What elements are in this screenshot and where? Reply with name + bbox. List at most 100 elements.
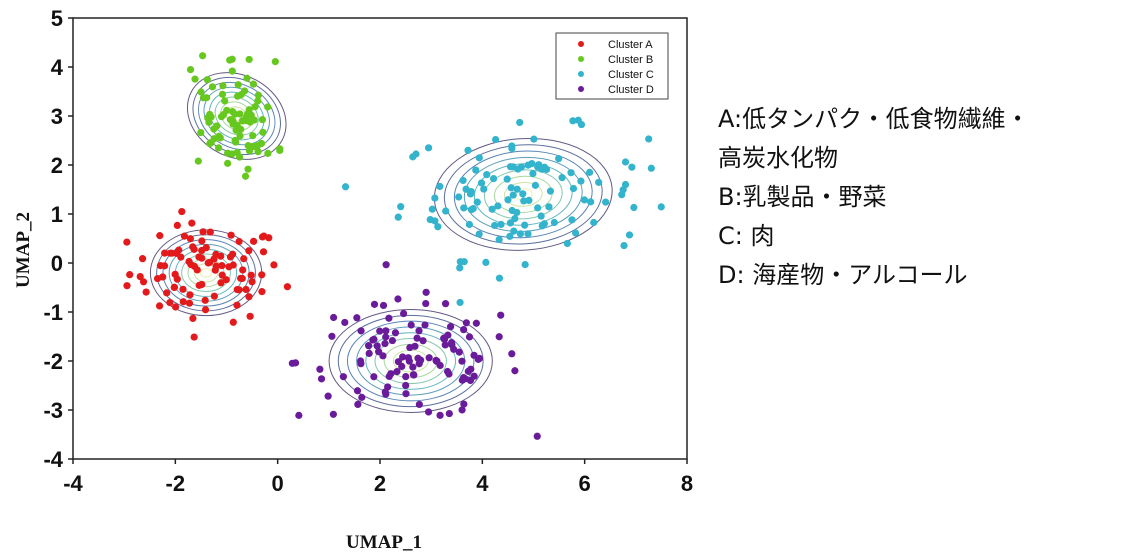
scatter-point — [477, 179, 486, 187]
umap-scatter-chart: -4 -2 0 2 4 6 8 -4 -3 -2 -1 0 1 2 3 4 5 UMAP_1 UMAP_2 C… — [13, 6, 693, 553]
contour-ring — [186, 72, 287, 160]
scatter-point — [465, 220, 474, 229]
scatter-point — [425, 354, 433, 362]
scatter-point — [254, 148, 262, 156]
scatter-point — [238, 117, 247, 125]
scatter-point — [316, 365, 324, 373]
scatter-point — [456, 264, 464, 272]
scatter-point — [239, 266, 247, 274]
scatter-point — [329, 313, 338, 322]
x-tick-label: 6 — [579, 471, 591, 496]
scatter-point — [188, 219, 196, 227]
scatter-point — [402, 372, 410, 381]
scatter-point — [445, 409, 453, 418]
scatter-point — [235, 237, 243, 246]
scatter-point — [199, 94, 208, 102]
scatter-point — [645, 135, 653, 143]
scatter-point — [170, 283, 179, 291]
scatter-point — [186, 65, 195, 74]
scatter-point — [198, 280, 206, 289]
scatter-point — [199, 228, 207, 236]
contour-ring — [328, 309, 493, 413]
scatter-point — [379, 352, 387, 360]
scatter-point — [521, 221, 529, 229]
scatter-point — [229, 250, 237, 258]
scatter-point — [404, 354, 412, 362]
scatter-point — [569, 184, 578, 193]
scatter-point — [545, 203, 553, 211]
scatter-point — [270, 261, 278, 269]
scatter-point — [519, 190, 527, 198]
scatter-point — [602, 198, 610, 206]
scatter-point — [248, 278, 256, 286]
legend: Cluster A Cluster B Cluster C Cluster D — [555, 32, 669, 100]
scatter-point — [399, 309, 408, 318]
scatter-point — [503, 175, 511, 183]
scatter-point — [198, 254, 206, 262]
scatter-point — [506, 163, 515, 171]
scatter-point — [353, 387, 362, 395]
scatter-point — [424, 144, 433, 152]
scatter-point — [166, 249, 174, 257]
scatter-point — [577, 177, 585, 185]
scatter-point — [580, 196, 589, 204]
scatter-point — [295, 411, 303, 419]
scatter-point — [440, 335, 449, 343]
scatter-point — [259, 248, 268, 256]
scatter-point — [475, 230, 483, 238]
x-tick-label: 4 — [476, 471, 489, 496]
scatter-point — [212, 250, 220, 258]
scatter-point — [399, 353, 407, 361]
scatter-point — [466, 376, 475, 385]
scatter-point — [242, 285, 250, 294]
scatter-point — [381, 339, 389, 348]
scatter-point — [436, 411, 444, 419]
scatter-point — [283, 283, 292, 291]
scatter-point — [456, 298, 464, 307]
scatter-point — [497, 220, 505, 229]
scatter-point — [219, 82, 227, 90]
scatter-point — [214, 144, 223, 152]
scatter-point — [488, 205, 496, 213]
scatter-point — [422, 288, 430, 296]
scatter-point — [245, 293, 253, 301]
scatter-point — [224, 159, 232, 167]
scatter-point — [489, 174, 498, 183]
legend-marker — [578, 71, 584, 77]
scatter-point — [246, 312, 254, 320]
scatter-point — [222, 276, 230, 284]
scatter-point — [228, 108, 237, 116]
note-cluster-c: C: 肉 — [718, 222, 775, 250]
scatter-point — [472, 319, 480, 327]
y-tick-label: -2 — [43, 349, 63, 374]
y-tick-label: 0 — [51, 251, 63, 276]
scatter-point — [504, 196, 512, 204]
scatter-point — [235, 126, 243, 134]
scatter-point — [507, 184, 515, 192]
scatter-point — [216, 134, 224, 142]
y-tick-label: 5 — [51, 6, 63, 31]
scatter-point — [455, 348, 463, 356]
scatter-point — [443, 367, 452, 376]
scatter-point — [258, 116, 267, 124]
y-tick-label: 1 — [51, 202, 63, 227]
cluster-annotations: A:低タンパク・低食物繊維・ 高炭水化物 B:乳製品・野菜 C: 肉 D: 海産… — [718, 100, 1138, 295]
scatter-point — [470, 351, 478, 359]
y-tick-label: 4 — [51, 55, 64, 80]
scatter-point — [356, 357, 365, 365]
scatter-point — [394, 295, 402, 303]
scatter-point — [358, 393, 366, 401]
scatter-point — [213, 122, 221, 130]
scatter-point — [494, 202, 502, 210]
scatter-point — [373, 342, 381, 350]
scatter-point — [382, 327, 390, 335]
scatter-point — [258, 271, 266, 279]
contour-ring — [453, 150, 593, 239]
scatter-point — [511, 367, 519, 375]
scatter-point — [657, 203, 665, 211]
scatter-point — [525, 196, 533, 204]
scatter-point — [393, 368, 401, 376]
scatter-point — [179, 298, 187, 306]
scatter-point — [473, 198, 481, 206]
scatter-point — [370, 373, 378, 381]
